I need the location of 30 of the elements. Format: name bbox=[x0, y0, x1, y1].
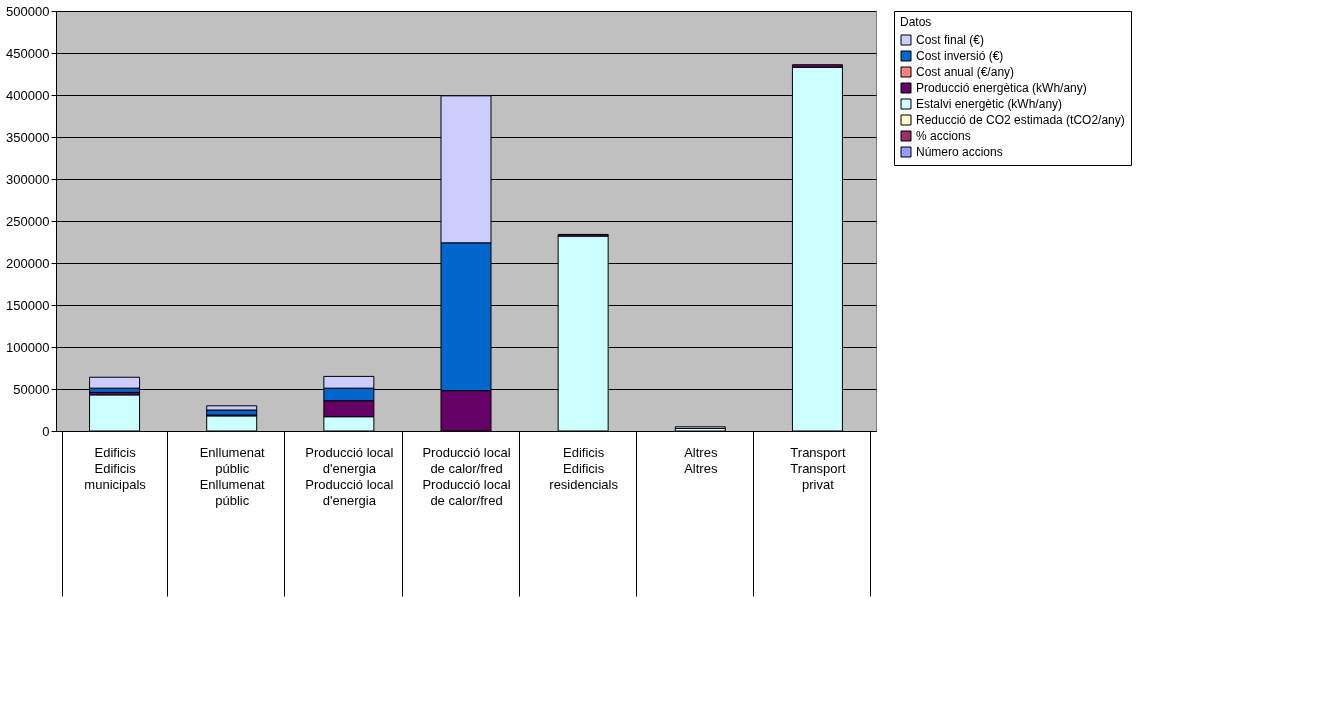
legend-label: Producció energètica (kWh/any) bbox=[916, 81, 1087, 95]
legend-label: Estalvi energètic (kWh/any) bbox=[916, 97, 1063, 111]
x-tick-label: Producció local d'energia bbox=[305, 444, 394, 476]
y-tick-label: 450000 bbox=[6, 45, 50, 61]
legend-label: Número accions bbox=[916, 145, 1003, 159]
x-tick-label: Altres bbox=[684, 460, 718, 476]
y-tick-label: 0 bbox=[42, 423, 50, 439]
text: Transport bbox=[790, 444, 846, 460]
legend-label: Cost anual (€/any) bbox=[916, 65, 1015, 79]
x-tick-label: Edificis residencials bbox=[549, 460, 619, 492]
legend-label: % accions bbox=[916, 129, 971, 143]
x-tick-label: Enllumenat públic bbox=[199, 444, 266, 476]
legend-title: Datos bbox=[900, 15, 932, 29]
y-tick-label: 300000 bbox=[6, 171, 50, 187]
y-tick-label: 250000 bbox=[6, 213, 50, 229]
text: Edificis bbox=[94, 444, 137, 460]
x-tick-label: Edificis municipals bbox=[84, 460, 147, 492]
y-tick-label: 200000 bbox=[6, 255, 50, 271]
legend-label: Reducció de CO2 estimada (tCO2/any) bbox=[916, 113, 1125, 127]
text: Edificis bbox=[563, 444, 605, 460]
y-tick-label: 100000 bbox=[6, 339, 50, 355]
y-tick-label: 500000 bbox=[6, 3, 50, 19]
y-tick-label: 50000 bbox=[13, 381, 50, 397]
y-tick-label: 400000 bbox=[6, 87, 50, 103]
y-tick-label: 150000 bbox=[6, 297, 50, 313]
x-tick-label: Producció local de calor/fred bbox=[422, 444, 511, 476]
legend-label: Cost final (€) bbox=[916, 33, 985, 47]
x-tick-label: Transport privat bbox=[790, 460, 846, 492]
y-tick-label: 350000 bbox=[6, 129, 50, 145]
legend-label: Cost inversió (€) bbox=[916, 49, 1004, 63]
